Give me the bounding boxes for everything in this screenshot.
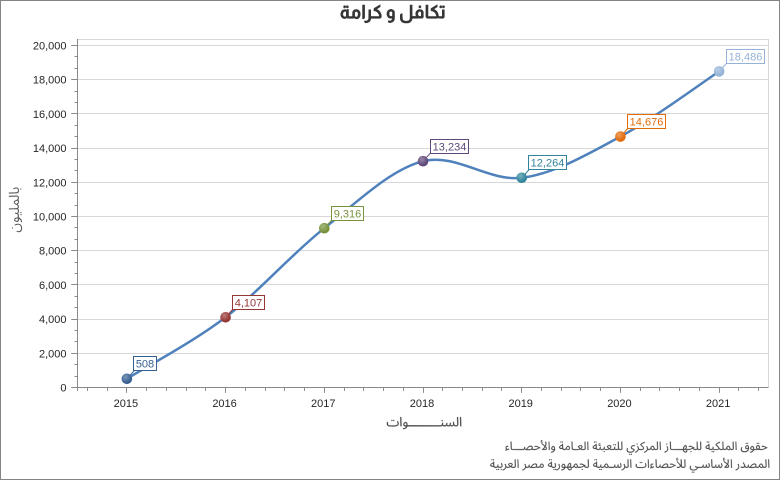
svg-text:0: 0 (60, 383, 66, 395)
svg-text:2015: 2015 (114, 398, 138, 410)
svg-text:2019: 2019 (508, 398, 532, 410)
svg-text:4,107: 4,107 (235, 298, 263, 310)
svg-text:2018: 2018 (410, 398, 434, 410)
svg-text:18,486: 18,486 (729, 52, 763, 64)
svg-text:2,000: 2,000 (39, 348, 67, 360)
svg-text:20,000: 20,000 (33, 41, 67, 53)
svg-text:18,000: 18,000 (33, 75, 67, 87)
svg-text:9,316: 9,316 (334, 209, 362, 221)
svg-text:4,000: 4,000 (39, 314, 67, 326)
svg-text:2020: 2020 (607, 398, 631, 410)
svg-text:2017: 2017 (311, 398, 335, 410)
svg-text:14,676: 14,676 (630, 117, 664, 129)
svg-text:6,000: 6,000 (39, 280, 67, 292)
svg-text:8,000: 8,000 (39, 246, 67, 258)
svg-text:2021: 2021 (706, 398, 730, 410)
svg-text:12,000: 12,000 (33, 177, 67, 189)
svg-text:12,264: 12,264 (531, 158, 565, 170)
svg-text:13,234: 13,234 (433, 142, 467, 154)
svg-text:508: 508 (136, 359, 154, 371)
svg-text:16,000: 16,000 (33, 109, 67, 121)
svg-text:10,000: 10,000 (33, 212, 67, 224)
svg-text:2016: 2016 (212, 398, 236, 410)
svg-text:14,000: 14,000 (33, 143, 67, 155)
